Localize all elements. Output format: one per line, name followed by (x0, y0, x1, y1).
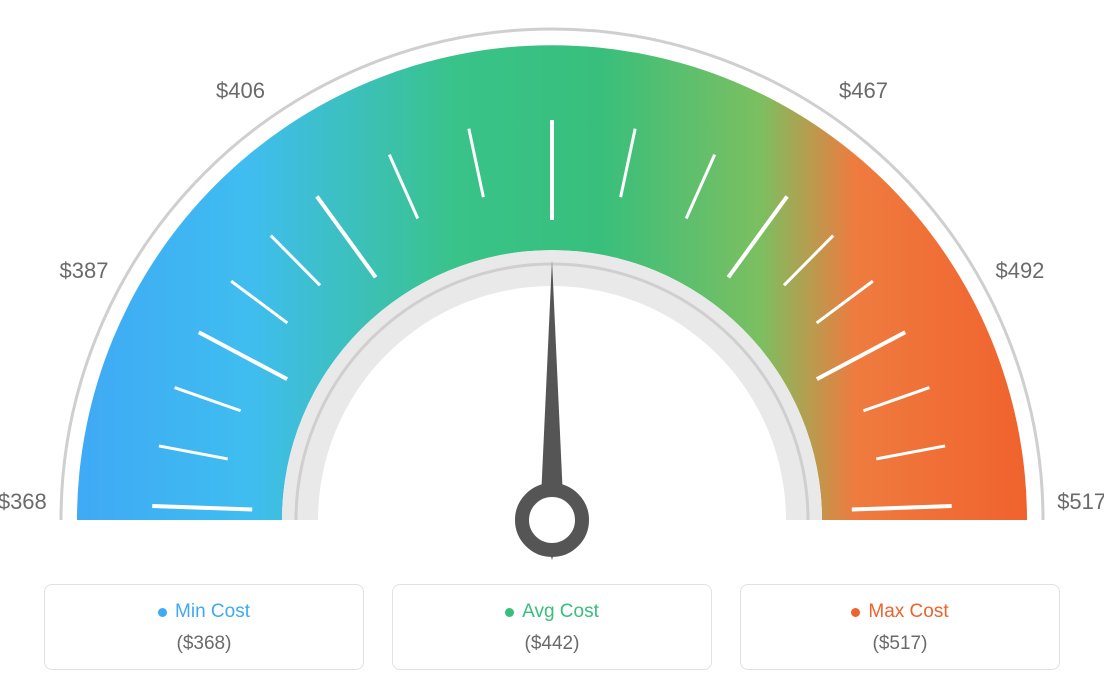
legend-value-avg: ($442) (403, 633, 701, 655)
gauge-svg (0, 0, 1104, 560)
legend-card-avg: Avg Cost ($442) (392, 584, 712, 670)
legend-dot-icon (158, 608, 167, 617)
gauge-chart: $368 $387 $406 $442 $467 $492 $517 (0, 0, 1104, 560)
legend-label-text: Avg Cost (522, 601, 599, 623)
legend-card-min: Min Cost ($368) (44, 584, 364, 670)
gauge-tick-label: $368 (0, 489, 47, 515)
legend-dot-icon (505, 608, 514, 617)
gauge-tick-label: $387 (60, 258, 109, 284)
legend-value-max: ($517) (751, 633, 1049, 655)
legend-row: Min Cost ($368) Avg Cost ($442) Max Cost ($51… (0, 584, 1104, 670)
gauge-tick-label: $492 (995, 258, 1044, 284)
gauge-tick-label: $517 (1057, 489, 1104, 515)
legend-title-avg: Avg Cost (505, 601, 599, 623)
gauge-tick-label: $442 (528, 0, 577, 3)
legend-value-min: ($368) (55, 633, 353, 655)
gauge-tick-label: $406 (216, 78, 265, 104)
legend-label-text: Max Cost (868, 601, 948, 623)
gauge-hub (522, 490, 582, 550)
legend-title-min: Min Cost (158, 601, 250, 623)
legend-title-max: Max Cost (851, 601, 948, 623)
legend-label-text: Min Cost (175, 601, 250, 623)
legend-dot-icon (851, 608, 860, 617)
gauge-tick-label: $467 (839, 78, 888, 104)
legend-card-max: Max Cost ($517) (740, 584, 1060, 670)
